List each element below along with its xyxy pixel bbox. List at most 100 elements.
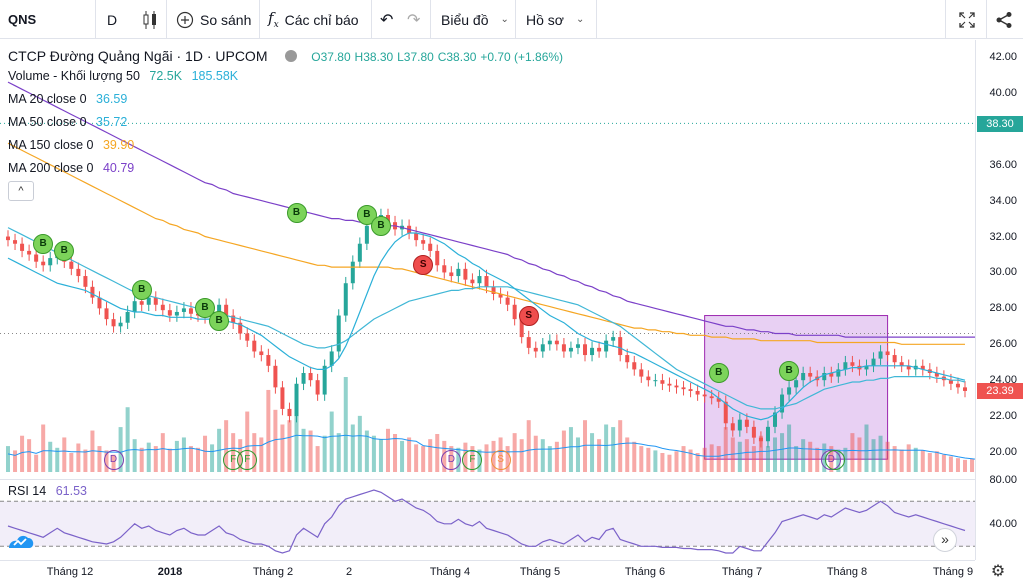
undo-button[interactable]: ↶	[380, 0, 393, 39]
symbol-search[interactable]: QNS	[8, 0, 36, 39]
rsi-line	[7, 489, 966, 554]
buy-signal-marker[interactable]: B	[286, 203, 307, 224]
volume-bar	[590, 433, 595, 472]
candle-body	[111, 319, 116, 327]
volume-bar	[674, 451, 679, 472]
candle-body	[343, 283, 348, 316]
buy-signal-marker[interactable]: B	[370, 215, 391, 236]
toolbar-divider	[596, 0, 597, 39]
tradingview-logo-icon[interactable]	[6, 528, 36, 552]
buy-signal-marker[interactable]: B	[54, 240, 75, 261]
indicators-button[interactable]: fx Các chỉ báo	[268, 0, 359, 39]
price-pane[interactable]: CTCP Đường Quảng Ngãi · 1D · UPCOM O37.8…	[0, 40, 975, 478]
candle-body	[280, 387, 285, 409]
volume-bar	[575, 437, 580, 472]
fullscreen-icon	[959, 11, 975, 28]
candle-body	[878, 351, 883, 359]
buy-signal-marker[interactable]: B	[708, 363, 729, 383]
event-marker[interactable]: S	[490, 450, 511, 470]
volume-bar	[280, 424, 285, 472]
fullscreen-button[interactable]	[958, 0, 976, 39]
buy-signal-marker[interactable]: B	[131, 280, 152, 301]
volume-bar	[174, 440, 179, 472]
interval-button[interactable]: D	[107, 0, 117, 39]
candle-body	[773, 412, 778, 427]
volume-bar	[970, 459, 975, 472]
candle-body	[27, 250, 32, 255]
candle-body	[906, 365, 911, 370]
candles-icon	[143, 10, 156, 29]
buy-signal-marker[interactable]: B	[33, 233, 54, 254]
volume-bar	[540, 439, 545, 472]
candle-body	[329, 351, 334, 366]
event-marker[interactable]: D	[103, 450, 124, 470]
event-marker[interactable]: F	[462, 450, 483, 470]
candle-body	[435, 250, 440, 266]
legend-volume[interactable]: Volume - Khối lượng 50 72.5K 185.58K	[8, 69, 238, 83]
volume-bar	[378, 439, 383, 472]
share-button[interactable]	[995, 0, 1013, 39]
candle-body	[48, 258, 53, 266]
volume-bar	[815, 447, 820, 472]
compare-button[interactable]: So sánh	[176, 0, 251, 39]
candle-body	[273, 365, 278, 388]
toolbar-divider	[986, 0, 987, 39]
chart-menu-button[interactable]: Biểu đồ ⌄	[441, 0, 509, 39]
ohlc-high: H38.30	[354, 50, 394, 64]
price-tick-label: 42.00	[989, 51, 1017, 63]
chart-legend-title-row: CTCP Đường Quảng Ngãi · 1D · UPCOM O37.8…	[8, 48, 563, 64]
buy-signal-marker[interactable]: B	[779, 361, 800, 382]
rsi-legend[interactable]: RSI 14 61.53	[8, 484, 87, 498]
candle-body	[174, 311, 179, 316]
profile-menu-button[interactable]: Hồ sơ ⌄	[526, 0, 584, 39]
volume-bar	[920, 450, 925, 472]
collapse-legend-button[interactable]: ^	[8, 181, 34, 201]
candle-body	[801, 373, 806, 381]
time-scale[interactable]: Tháng 12 2018 Tháng 2 2 Tháng 4 Tháng 5 Tháng …	[0, 560, 975, 583]
volume-bar	[315, 446, 320, 472]
sell-signal-marker[interactable]: S	[518, 305, 539, 326]
candle-body	[188, 308, 193, 314]
redo-button[interactable]: ↷	[407, 0, 420, 39]
event-marker-ring	[825, 450, 846, 470]
buy-signal-marker[interactable]: B	[195, 298, 216, 319]
price-scale[interactable]: 42.0040.0038.0036.0034.0032.0030.0028.00…	[975, 40, 1023, 560]
volume-bar	[181, 437, 186, 472]
sell-signal-marker[interactable]: S	[413, 255, 434, 276]
volume-bar	[625, 437, 630, 472]
last-price-label: 38.30	[977, 116, 1023, 132]
volume-ma-value: 185.58K	[191, 69, 239, 83]
volume-bar	[343, 377, 348, 472]
legend-ma150[interactable]: MA 150 close 0 39.90	[8, 138, 134, 152]
candle-body	[76, 268, 81, 277]
legend-ma50[interactable]: MA 50 close 0 35.72	[8, 115, 127, 129]
volume-bar	[308, 430, 313, 472]
candle-body	[955, 383, 960, 388]
candle-body	[160, 304, 165, 311]
volume-bar	[709, 444, 714, 472]
candle-body	[90, 286, 95, 298]
chart-settings-button[interactable]: ⚙	[988, 562, 1008, 582]
volume-bar	[604, 424, 609, 472]
buy-signal-marker[interactable]: B	[209, 310, 230, 331]
legend-dot-icon[interactable]	[285, 50, 298, 63]
legend-ma20[interactable]: MA 20 close 0 36.59	[8, 92, 127, 106]
price-tick-label: 36.00	[989, 158, 1017, 171]
legend-ma200[interactable]: MA 200 close 0 40.79	[8, 161, 134, 175]
chart-type-button[interactable]	[142, 0, 158, 39]
scroll-to-realtime-button[interactable]: »	[933, 528, 957, 552]
event-marker[interactable]: D	[441, 450, 462, 470]
event-marker[interactable]: F	[237, 450, 258, 470]
candle-body	[688, 389, 693, 391]
volume-bar	[653, 450, 658, 472]
volume-label: Volume - Khối lượng 50	[8, 69, 140, 83]
volume-bar	[259, 437, 264, 472]
price-tick-label: 22.00	[989, 410, 1017, 423]
candle-body	[34, 254, 39, 262]
volume-bar	[963, 459, 967, 472]
rsi-tick-label: 80.00	[989, 474, 1017, 486]
rsi-pane[interactable]: RSI 14 61.53 »	[0, 479, 975, 560]
rsi-tick-label: 40.00	[989, 518, 1017, 530]
volume-bar	[294, 396, 299, 472]
toolbar-divider	[371, 0, 372, 39]
